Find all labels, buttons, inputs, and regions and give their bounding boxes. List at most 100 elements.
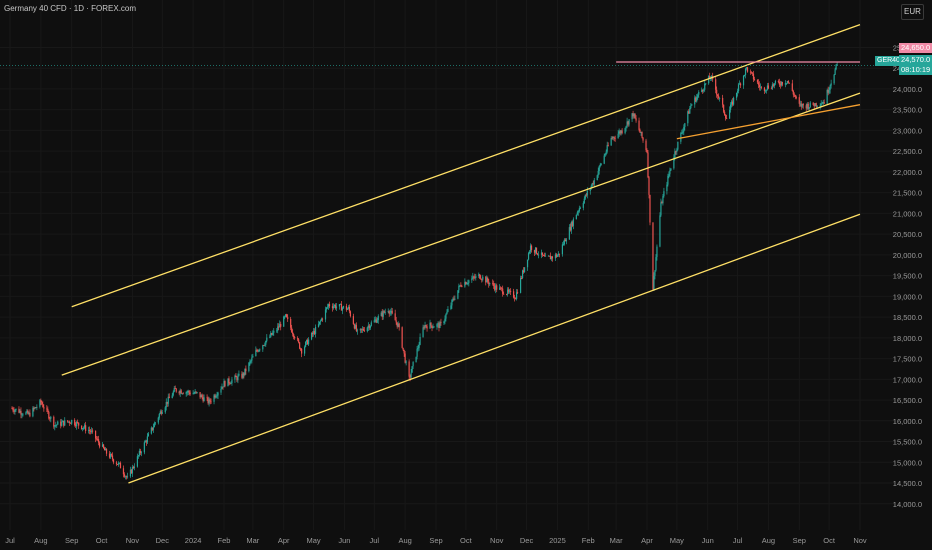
- candle-body: [632, 113, 634, 117]
- candle-body: [251, 357, 253, 361]
- x-tick-label: Oct: [823, 536, 836, 545]
- candle-body: [263, 345, 265, 346]
- candle-body: [649, 194, 651, 223]
- candle-body: [319, 320, 322, 322]
- candle-body: [40, 400, 42, 403]
- candle-body: [466, 283, 468, 285]
- candle-body: [767, 85, 770, 89]
- candle-body: [801, 103, 803, 107]
- candle-body: [346, 308, 349, 310]
- candle-body: [452, 298, 454, 300]
- candle-body: [709, 76, 711, 79]
- candle-body: [352, 316, 354, 325]
- candle-body: [242, 373, 244, 378]
- candle-body: [784, 83, 786, 85]
- candle-body: [293, 334, 295, 337]
- candle-body: [19, 410, 21, 413]
- candle-body: [297, 338, 299, 340]
- candle-body: [105, 448, 108, 454]
- y-tick-label: 24,000.0: [893, 85, 922, 94]
- candle-body: [321, 318, 324, 320]
- candle-body: [412, 362, 414, 367]
- x-tick-label: Oct: [460, 536, 473, 545]
- candle-body: [320, 318, 323, 321]
- candle-body: [180, 390, 182, 394]
- candle-body: [572, 219, 574, 226]
- candle-body: [835, 64, 837, 70]
- candle-body: [332, 306, 335, 309]
- candle-body: [195, 391, 197, 393]
- candle-body: [554, 254, 557, 259]
- y-tick-label: 22,000.0: [893, 168, 922, 177]
- currency-button[interactable]: EUR: [901, 4, 924, 20]
- candle-body: [283, 316, 285, 327]
- candle-body: [652, 222, 654, 290]
- candle-body: [342, 306, 345, 308]
- candle-body: [70, 423, 72, 424]
- candle-body: [391, 310, 393, 314]
- candle-body: [402, 347, 404, 350]
- candle-body: [269, 336, 271, 338]
- price-axis[interactable]: 25,000.024,500.024,000.023,500.023,000.0…: [893, 43, 922, 508]
- time-axis[interactable]: Jul Aug Sep Oct Nov Dec 2024 Feb Mar Apr May Jun Jul…: [5, 536, 867, 545]
- candle-body: [687, 111, 689, 124]
- candle-body: [68, 421, 70, 423]
- candle-body: [14, 410, 16, 412]
- candle-body: [229, 383, 231, 384]
- candle-body: [389, 312, 391, 314]
- candle-body: [423, 327, 425, 329]
- candle-body: [374, 319, 376, 321]
- candle-body: [739, 83, 742, 86]
- candle-body: [675, 151, 677, 153]
- candle-body: [541, 252, 544, 256]
- candle-body: [363, 330, 365, 332]
- candle-body: [117, 462, 120, 465]
- chart-title: Germany 40 CFD · 1D · FOREX.com: [4, 4, 137, 13]
- candle-body: [606, 145, 608, 152]
- candle-body: [126, 476, 129, 478]
- candle-body: [48, 411, 50, 419]
- candle-body: [543, 255, 546, 257]
- candle-body: [697, 94, 699, 97]
- candle-body: [719, 97, 721, 99]
- candle-body: [108, 453, 111, 458]
- candle-body: [591, 183, 593, 186]
- resistance-price-badge: 24,650.0: [899, 43, 932, 53]
- candle-body: [526, 259, 529, 268]
- x-tick-label: Dec: [156, 536, 170, 545]
- y-tick-label: 22,500.0: [893, 147, 922, 156]
- candle-body: [521, 270, 524, 279]
- candlestick-series: [11, 62, 838, 480]
- x-tick-label: Sep: [793, 536, 806, 545]
- candle-body: [196, 392, 198, 393]
- candle-body: [56, 424, 58, 426]
- candle-body: [22, 414, 24, 416]
- candle-body: [730, 104, 732, 110]
- candle-body: [95, 438, 98, 440]
- candle-body: [468, 280, 470, 283]
- candle-body: [353, 324, 355, 329]
- candle-body: [589, 188, 591, 191]
- candle-body: [130, 469, 133, 474]
- candle-body: [814, 103, 816, 107]
- candle-body: [144, 441, 146, 443]
- candle-body: [43, 407, 45, 409]
- candle-body: [46, 408, 48, 410]
- candle-body: [638, 120, 640, 130]
- candle-body: [69, 421, 71, 424]
- candle-body: [193, 393, 195, 395]
- candle-body: [132, 467, 135, 468]
- x-tick-label: Sep: [429, 536, 442, 545]
- candle-body: [821, 103, 823, 105]
- candle-body: [489, 283, 491, 285]
- candle-body: [823, 102, 825, 104]
- candle-body: [345, 306, 348, 310]
- candle-body: [217, 392, 219, 396]
- candle-body: [716, 89, 718, 95]
- candle-body: [201, 395, 203, 398]
- candle-body: [339, 303, 342, 305]
- candle-body: [499, 287, 501, 290]
- candle-body: [437, 323, 439, 325]
- candle-body: [653, 275, 655, 290]
